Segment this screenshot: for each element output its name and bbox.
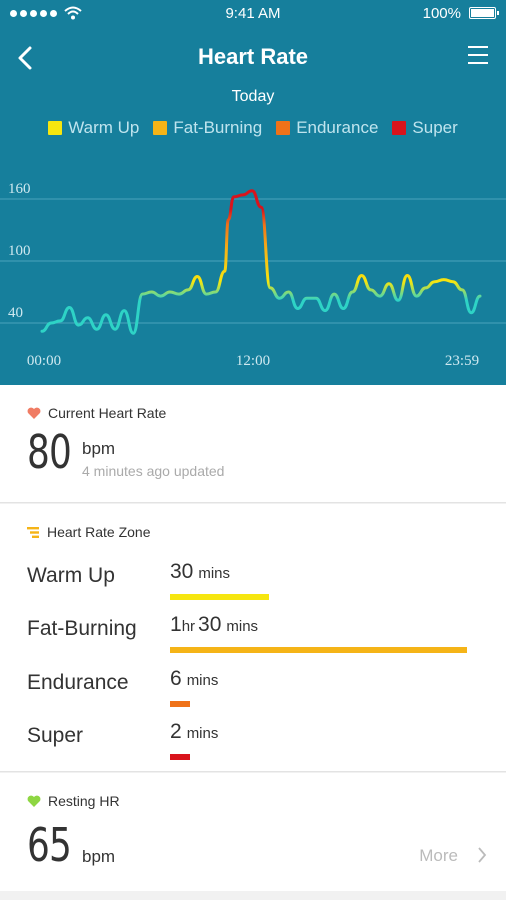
x-tick-label: 12:00	[236, 353, 270, 369]
zone-bar	[170, 594, 269, 600]
resting-hr-card[interactable]: Resting HR 65 bpm More	[0, 773, 506, 891]
zone-duration-unit: hr	[181, 618, 196, 635]
current-heart-rate-value: 80	[27, 425, 72, 479]
menu-icon[interactable]	[468, 46, 488, 64]
heart-rate-chart: 40 100 160 00:00 12:00 23:59	[0, 181, 506, 369]
x-tick-label: 00:00	[27, 353, 61, 369]
legend-swatch	[48, 121, 63, 135]
zone-bar	[170, 647, 467, 653]
last-updated-text: 4 minutes ago updated	[82, 463, 225, 479]
zone-duration-number: 1	[170, 613, 182, 636]
current-heart-rate-unit: bpm	[82, 439, 116, 458]
heart-icon	[27, 795, 41, 807]
legend-label: Warm Up	[68, 118, 140, 137]
zone-duration-number: 30	[198, 613, 222, 636]
zone-duration: 30 mins	[170, 560, 230, 584]
zone-duration-unit: mins	[186, 672, 219, 689]
y-tick-label: 40	[8, 305, 23, 321]
legend-label: Fat-Burning	[173, 118, 263, 137]
signal-icon	[10, 10, 57, 17]
zone-name: Endurance	[27, 671, 129, 694]
legend-swatch	[276, 121, 291, 135]
period-label: Today	[231, 88, 275, 105]
legend-item: Warm Up	[48, 118, 139, 138]
y-tick-label: 160	[8, 181, 31, 197]
zone-row: Super 2 mins	[0, 720, 506, 774]
resting-hr-header: Resting HR	[27, 793, 120, 809]
zone-name: Super	[27, 724, 84, 747]
more-link[interactable]: More	[419, 846, 458, 865]
legend-item: Fat-Burning	[153, 118, 262, 138]
header-panel: 9:41 AM 100% Heart Rate Today Warm Up Fat…	[0, 0, 506, 385]
zone-duration-number: 30	[170, 560, 194, 583]
legend-label: Super	[412, 118, 458, 137]
heart-rate-zone-card: Heart Rate Zone Warm Up 30 mins Fat-Burning…	[0, 504, 506, 772]
zone-bars-icon	[27, 526, 39, 538]
battery-percent: 100%	[422, 5, 461, 22]
battery-icon	[469, 7, 499, 19]
zone-bar	[170, 754, 190, 760]
current-heart-rate-header: Current Heart Rate	[27, 405, 166, 421]
wifi-icon	[64, 6, 82, 20]
status-time: 9:41 AM	[225, 5, 281, 22]
zone-duration: 1hr 30 mins	[170, 613, 258, 637]
zone-duration: 6 mins	[170, 667, 218, 691]
x-tick-label: 23:59	[445, 353, 479, 369]
legend-item: Endurance	[276, 118, 378, 138]
legend-item: Super	[392, 118, 458, 138]
zone-duration-unit: mins	[186, 725, 219, 742]
heart-rate-zone-title: Heart Rate Zone	[47, 524, 151, 540]
chevron-right-icon[interactable]	[476, 845, 488, 865]
heart-rate-zone-header: Heart Rate Zone	[27, 524, 151, 540]
zone-duration-number: 6	[170, 667, 182, 690]
resting-hr-value: 65	[27, 818, 72, 872]
zone-row: Warm Up 30 mins	[0, 560, 506, 614]
resting-hr-unit: bpm	[82, 847, 116, 866]
zone-legend: Warm Up Fat-Burning Endurance Super	[0, 118, 506, 138]
back-arrow-icon[interactable]	[14, 44, 38, 72]
legend-swatch	[153, 121, 168, 135]
legend-label: Endurance	[296, 118, 379, 137]
zone-duration-unit: mins	[198, 565, 231, 582]
zone-row: Endurance 6 mins	[0, 667, 506, 721]
current-heart-rate-card: Current Heart Rate 80 bpm 4 minutes ago …	[0, 385, 506, 503]
status-bar: 9:41 AM 100%	[0, 0, 506, 28]
page-title: Heart Rate	[197, 44, 309, 69]
zone-name: Warm Up	[27, 564, 115, 587]
zone-bar	[170, 701, 190, 707]
resting-hr-title: Resting HR	[48, 793, 120, 809]
zone-duration: 2 mins	[170, 720, 218, 744]
heart-rate-line	[40, 189, 482, 335]
zone-row: Fat-Burning 1hr 30 mins	[0, 613, 506, 667]
current-heart-rate-title: Current Heart Rate	[48, 405, 167, 421]
heart-icon	[27, 407, 41, 419]
y-tick-label: 100	[8, 243, 31, 259]
zone-name: Fat-Burning	[27, 617, 137, 640]
zone-duration-unit: mins	[226, 618, 259, 635]
zone-duration-number: 2	[170, 720, 182, 743]
legend-swatch	[392, 121, 407, 135]
